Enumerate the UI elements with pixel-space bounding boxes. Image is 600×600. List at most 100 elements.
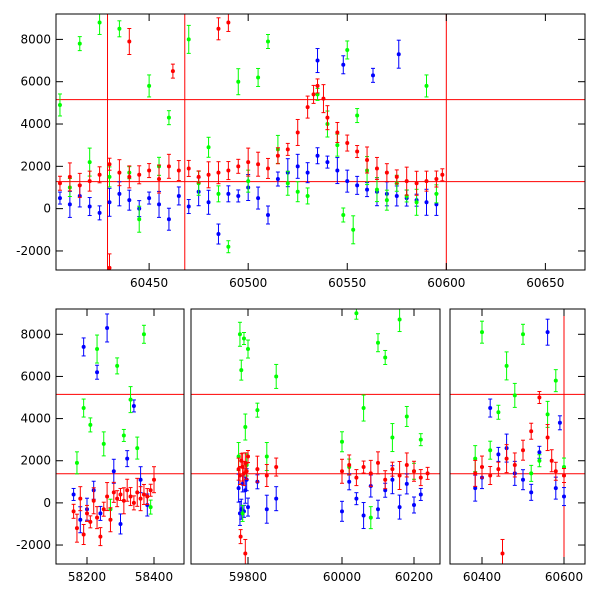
bottom-data-point <box>128 494 133 499</box>
bottom-data-point <box>138 496 143 501</box>
bottom-data-point <box>390 477 395 482</box>
bottom-data-point <box>274 374 279 379</box>
top-data-point <box>186 37 191 42</box>
bottom-data-point <box>340 439 344 444</box>
bottom-data-point <box>105 325 110 330</box>
bottom-data-point <box>473 456 478 461</box>
bottom-data-point <box>274 465 279 470</box>
top-data-point <box>335 143 340 148</box>
bottom-plot-area <box>56 309 585 564</box>
bottom-data-point <box>553 486 558 491</box>
bottom-data-point <box>236 454 241 459</box>
top-data-point <box>206 145 211 150</box>
top-y-tick-label: -2000 <box>16 244 51 258</box>
bottom-data-point <box>368 515 373 520</box>
bottom-data-point <box>412 502 416 507</box>
top-data-point <box>414 181 419 186</box>
top-data-point <box>365 157 370 162</box>
bottom-series-0 <box>71 313 566 535</box>
bottom-data-point <box>376 507 380 512</box>
top-data-point <box>265 166 270 171</box>
bottom-data-point <box>237 473 242 478</box>
bottom-data-point <box>361 406 366 411</box>
top-data-point <box>374 187 379 192</box>
bottom-data-point <box>504 363 509 368</box>
top-data-point <box>256 196 261 201</box>
bottom-x-tick-label: 60000 <box>323 570 361 584</box>
bottom-data-point <box>121 498 126 503</box>
top-data-point <box>414 200 419 205</box>
top-data-point <box>285 147 290 152</box>
bottom-frame-segment-1 <box>190 308 441 565</box>
bottom-data-point <box>368 471 373 476</box>
bottom-data-point <box>480 330 484 335</box>
bottom-data-point <box>115 363 120 368</box>
bottom-data-point <box>240 511 245 516</box>
top-data-point <box>275 177 280 182</box>
bottom-data-point <box>131 403 136 408</box>
top-data-point <box>325 115 330 120</box>
bottom-data-point <box>108 517 113 522</box>
top-data-point <box>335 130 340 135</box>
bottom-data-point <box>537 395 542 400</box>
top-data-point <box>117 170 122 175</box>
top-data-point <box>424 179 429 184</box>
bottom-frame-segment-2 <box>449 308 586 565</box>
top-data-point <box>335 168 340 173</box>
bottom-data-point <box>473 471 478 476</box>
bottom-data-point <box>71 492 76 497</box>
top-data-point <box>87 204 92 209</box>
top-data-point <box>305 170 310 175</box>
top-data-point <box>166 115 171 120</box>
bottom-data-point <box>383 477 388 482</box>
bottom-data-point <box>529 471 534 476</box>
top-x-tick-label: 60600 <box>427 276 465 290</box>
bottom-data-point <box>243 551 248 556</box>
bottom-data-point <box>237 332 242 337</box>
top-data-point <box>97 210 102 215</box>
bottom-data-point <box>553 469 558 474</box>
bottom-data-point <box>354 496 359 501</box>
bottom-data-point <box>138 477 143 482</box>
top-data-point <box>315 83 320 88</box>
top-data-point <box>137 217 142 222</box>
top-data-point <box>424 200 429 205</box>
bottom-data-point <box>488 473 493 478</box>
bottom-data-point <box>529 490 534 495</box>
bottom-data-point <box>98 511 103 516</box>
bottom-data-point <box>512 393 517 398</box>
bottom-data-point <box>85 511 89 516</box>
bottom-data-point <box>255 467 260 472</box>
bottom-data-point <box>118 492 123 497</box>
bottom-data-point <box>480 465 484 470</box>
top-data-point <box>396 52 401 57</box>
bottom-data-point <box>111 469 116 474</box>
top-data-point <box>256 162 261 167</box>
bottom-axis-break-1 <box>440 308 450 565</box>
bottom-data-point <box>95 515 100 520</box>
bottom-data-point <box>141 492 146 497</box>
top-data-point <box>170 69 175 74</box>
top-data-point <box>166 217 171 222</box>
top-data-point <box>236 164 241 169</box>
top-data-point <box>384 198 389 203</box>
top-data-point <box>246 160 251 165</box>
top-data-point <box>434 202 439 207</box>
top-data-point <box>97 20 102 25</box>
bottom-data-point <box>101 441 106 446</box>
top-data-point <box>57 196 62 201</box>
top-x-tick-label: 60550 <box>328 276 366 290</box>
top-data-point <box>315 58 320 63</box>
bottom-data-point <box>78 496 83 501</box>
top-data-point <box>285 181 290 186</box>
bottom-data-point <box>135 490 140 495</box>
bottom-x-tick-label: 60600 <box>545 570 583 584</box>
bottom-data-point <box>500 551 505 556</box>
bottom-data-point <box>397 317 402 322</box>
top-data-point <box>166 164 171 169</box>
bottom-data-point <box>246 454 250 459</box>
top-data-point <box>295 189 300 194</box>
bottom-data-point <box>95 347 100 352</box>
bottom-data-point <box>383 488 388 493</box>
bottom-data-point <box>111 490 116 495</box>
